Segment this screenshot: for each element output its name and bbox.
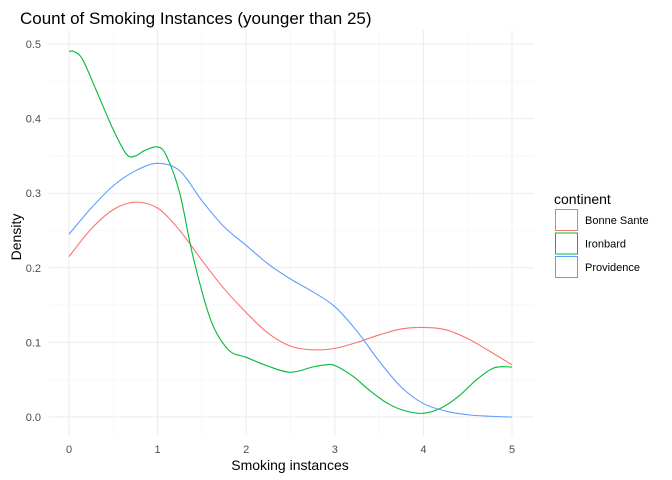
y-axis-title: Density — [8, 214, 24, 261]
legend-label-providence: Providence — [585, 262, 640, 274]
y-tick-label: 0.1 — [26, 337, 41, 349]
legend-items: Bonne Sante Ironbard Providence — [555, 209, 649, 278]
density-line-providence — [68, 162, 513, 418]
y-tick-label: 0.3 — [26, 188, 41, 200]
legend: continent Bonne Sante Ironbard Providence — [554, 191, 649, 278]
legend-key-ironbard — [555, 232, 578, 255]
y-tick-label: 0.2 — [26, 263, 41, 275]
legend-item-bonne-sante: Bonne Sante — [555, 209, 649, 231]
x-tick-label: 2 — [243, 444, 249, 456]
legend-title: continent — [554, 191, 611, 207]
plot-grid — [49, 30, 534, 436]
legend-key-providence — [555, 256, 578, 278]
x-tick-labels: 0 1 2 3 4 5 — [66, 444, 515, 456]
chart-title: Count of Smoking Instances (younger than… — [20, 9, 372, 28]
legend-item-ironbard: Ironbard — [555, 232, 626, 255]
y-tick-label: 0.5 — [26, 39, 41, 51]
x-tick-label: 3 — [332, 444, 338, 456]
x-tick-label: 5 — [509, 444, 515, 456]
density-line-bonne-sante — [68, 201, 513, 366]
legend-key-bonne-sante — [555, 209, 578, 231]
x-tick-label: 1 — [155, 444, 161, 456]
x-axis-title: Smoking instances — [231, 457, 349, 473]
legend-item-providence: Providence — [555, 256, 640, 278]
x-tick-label: 4 — [420, 444, 426, 456]
legend-label-ironbard: Ironbard — [585, 239, 626, 251]
density-line-ironbard — [68, 50, 513, 414]
legend-label-bonne-sante: Bonne Sante — [585, 215, 649, 227]
density-curves — [68, 50, 513, 418]
x-tick-label: 0 — [66, 444, 72, 456]
y-tick-label: 0.0 — [26, 412, 41, 424]
y-tick-label: 0.4 — [26, 114, 41, 126]
y-tick-labels: 0.0 0.1 0.2 0.3 0.4 0.5 — [26, 39, 41, 424]
